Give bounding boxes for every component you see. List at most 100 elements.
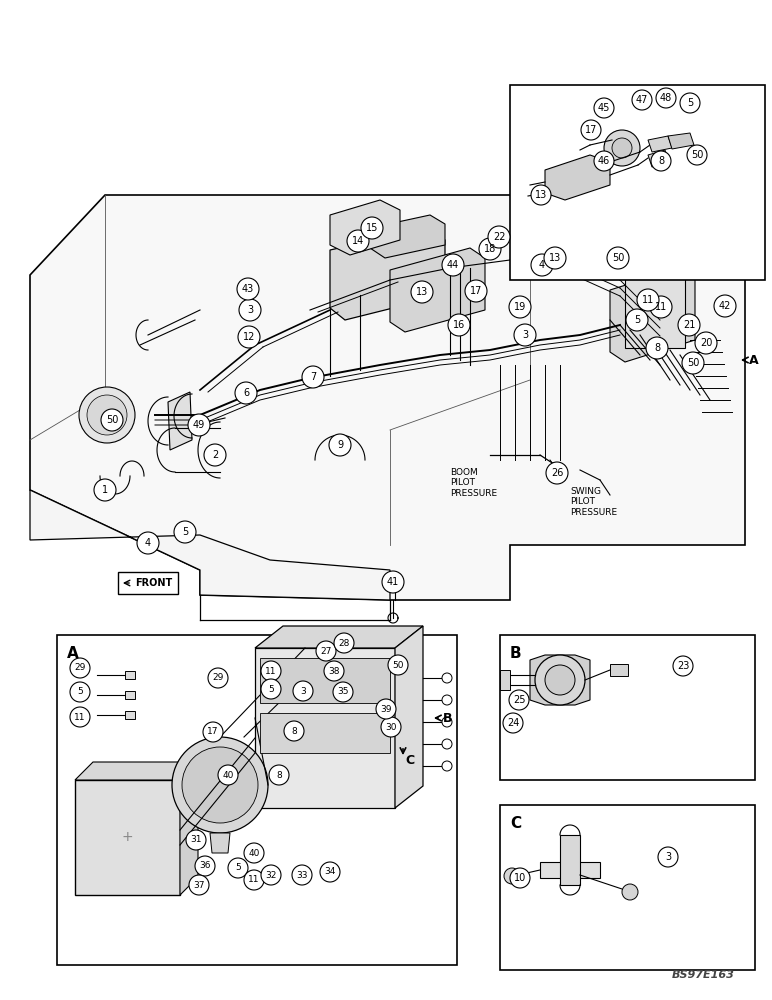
Polygon shape — [30, 490, 390, 600]
Circle shape — [302, 366, 324, 388]
Text: C: C — [405, 754, 414, 766]
Text: BS97E163: BS97E163 — [672, 970, 735, 980]
Text: 17: 17 — [207, 728, 218, 736]
Text: 25: 25 — [513, 695, 525, 705]
Circle shape — [218, 765, 238, 785]
Text: 20: 20 — [699, 338, 713, 348]
Circle shape — [514, 324, 536, 346]
Circle shape — [594, 151, 614, 171]
Polygon shape — [668, 133, 694, 149]
Circle shape — [488, 226, 510, 248]
Text: 44: 44 — [447, 260, 459, 270]
Circle shape — [504, 868, 520, 884]
Circle shape — [189, 875, 209, 895]
Circle shape — [581, 120, 601, 140]
Text: 4: 4 — [539, 260, 545, 270]
Circle shape — [622, 884, 638, 900]
Text: 5: 5 — [235, 863, 241, 872]
Circle shape — [188, 414, 210, 436]
Text: 33: 33 — [296, 870, 308, 880]
Bar — [610, 664, 628, 676]
Text: 21: 21 — [682, 320, 696, 330]
Circle shape — [94, 479, 116, 501]
Text: +: + — [121, 830, 133, 844]
Circle shape — [361, 217, 383, 239]
Text: 50: 50 — [392, 660, 404, 670]
Circle shape — [137, 532, 159, 554]
Text: 7: 7 — [310, 372, 316, 382]
Text: 43: 43 — [242, 284, 254, 294]
Text: 29: 29 — [74, 664, 86, 672]
Circle shape — [208, 668, 228, 688]
Text: 31: 31 — [190, 836, 201, 844]
Circle shape — [637, 289, 659, 311]
Circle shape — [70, 658, 90, 678]
Text: 24: 24 — [506, 718, 520, 728]
Text: 26: 26 — [550, 468, 564, 478]
Circle shape — [261, 865, 281, 885]
Polygon shape — [180, 762, 198, 895]
Text: 13: 13 — [416, 287, 428, 297]
Circle shape — [87, 395, 127, 435]
Circle shape — [626, 309, 648, 331]
Text: 3: 3 — [300, 686, 306, 696]
Text: 40: 40 — [222, 770, 234, 780]
Circle shape — [239, 299, 261, 321]
Circle shape — [195, 856, 215, 876]
Polygon shape — [75, 762, 198, 780]
Polygon shape — [255, 626, 423, 648]
Text: 50: 50 — [612, 253, 625, 263]
Text: 14: 14 — [352, 236, 364, 246]
Text: 50: 50 — [687, 358, 699, 368]
Circle shape — [442, 673, 452, 683]
Text: 5: 5 — [634, 315, 640, 325]
Text: 17: 17 — [470, 286, 482, 296]
Circle shape — [509, 690, 529, 710]
Text: 50: 50 — [106, 415, 118, 425]
Circle shape — [70, 682, 90, 702]
Circle shape — [594, 98, 614, 118]
Bar — [57, 635, 457, 965]
Circle shape — [695, 332, 717, 354]
Text: 42: 42 — [719, 301, 731, 311]
Circle shape — [544, 247, 566, 269]
Circle shape — [651, 151, 671, 171]
Circle shape — [604, 130, 640, 166]
Text: 11: 11 — [655, 302, 667, 312]
Text: 32: 32 — [266, 870, 276, 880]
Circle shape — [465, 280, 487, 302]
Circle shape — [316, 641, 336, 661]
Circle shape — [680, 93, 700, 113]
Circle shape — [204, 444, 226, 466]
Text: FRONT: FRONT — [135, 578, 172, 588]
Circle shape — [646, 337, 668, 359]
Text: 38: 38 — [328, 666, 340, 676]
Text: 3: 3 — [247, 305, 253, 315]
Circle shape — [442, 254, 464, 276]
Text: 1: 1 — [102, 485, 108, 495]
Circle shape — [376, 699, 396, 719]
Text: 30: 30 — [385, 722, 397, 732]
Text: 39: 39 — [381, 704, 391, 714]
Circle shape — [79, 387, 135, 443]
Circle shape — [324, 661, 344, 681]
Circle shape — [334, 633, 354, 653]
Text: 45: 45 — [598, 103, 610, 113]
Bar — [255, 648, 395, 808]
Polygon shape — [560, 835, 580, 885]
Text: 40: 40 — [249, 848, 259, 857]
Circle shape — [172, 737, 268, 833]
Text: 50: 50 — [691, 150, 703, 160]
Circle shape — [382, 571, 404, 593]
Circle shape — [535, 655, 585, 705]
Text: 22: 22 — [493, 232, 505, 242]
Text: 41: 41 — [387, 577, 399, 587]
Bar — [260, 713, 390, 753]
Circle shape — [510, 868, 530, 888]
Text: A: A — [67, 646, 79, 660]
Text: 5: 5 — [268, 684, 274, 694]
Text: 9: 9 — [337, 440, 343, 450]
Circle shape — [442, 695, 452, 705]
Text: B: B — [443, 712, 452, 724]
Polygon shape — [390, 248, 485, 332]
